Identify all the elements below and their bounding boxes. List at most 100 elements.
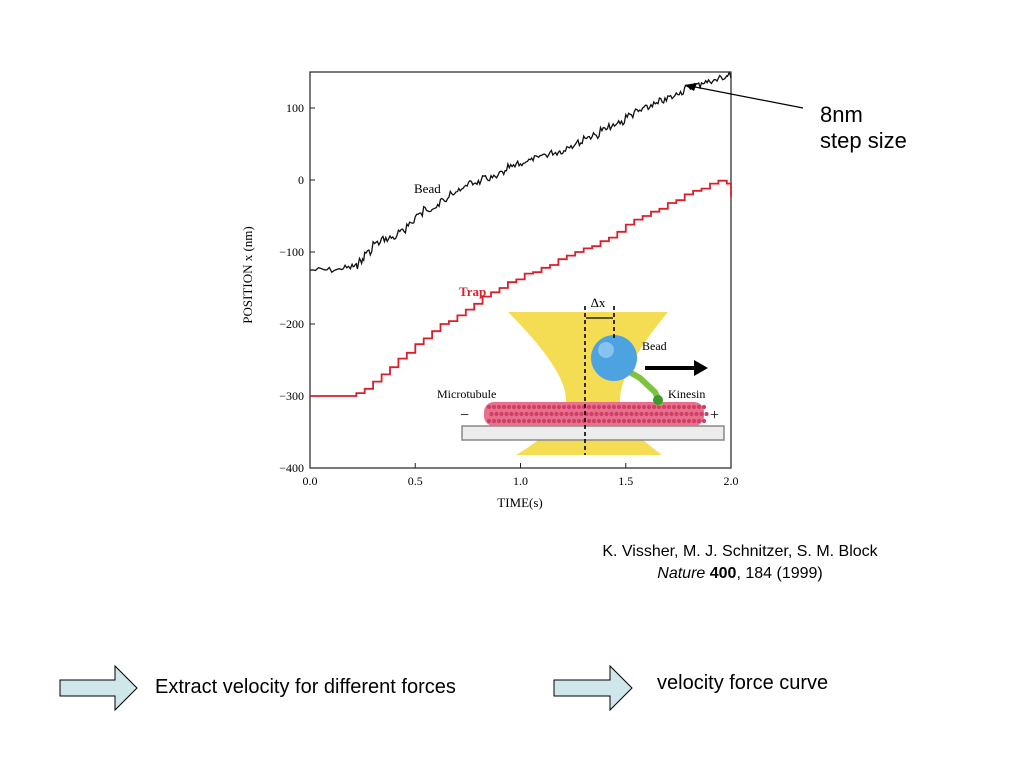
tubulin-subunit (519, 411, 524, 417)
tubulin-subunit (561, 404, 567, 410)
inset-bead-label: Bead (642, 339, 667, 353)
x-tick-label: 0.5 (408, 474, 423, 488)
axis-ticks: 0.0 0.5 1.0 1.5 2.0 100 0 −100 −200 −300 −400 (279, 101, 738, 488)
step-size-pointer-head (684, 83, 697, 91)
tubulin-subunit (501, 404, 507, 410)
tubulin-subunit (521, 418, 527, 424)
tubulin-subunit (631, 404, 637, 410)
tubulin-subunit (529, 411, 534, 417)
motion-arrowhead (694, 360, 708, 376)
tubulin-subunit (671, 418, 677, 424)
tubulin-subunit (521, 404, 527, 410)
tubulin-subunit (586, 404, 592, 410)
citation: K. Vissher, M. J. Schnitzer, S. M. Block… (540, 541, 940, 585)
tubulin-subunit (526, 418, 532, 424)
x-axis-label: TIME(s) (497, 495, 543, 510)
plus-end-label: + (710, 407, 719, 424)
tubulin-subunit (576, 418, 582, 424)
tubulin-subunit (674, 411, 679, 417)
tubulin-subunit (669, 411, 674, 417)
tubulin-subunit (489, 411, 494, 417)
tubulin-subunit (499, 411, 504, 417)
tubulin-subunit (524, 411, 529, 417)
tubulin-subunit (681, 404, 687, 410)
tubulin-subunit (511, 404, 517, 410)
tubulin-subunit (651, 404, 657, 410)
x-tick-label: 0.0 (303, 474, 318, 488)
step-size-value: 8nm (820, 102, 863, 127)
tubulin-subunit (591, 418, 597, 424)
tubulin-subunit (614, 411, 619, 417)
tubulin-subunit (526, 404, 532, 410)
bead-sphere (591, 335, 637, 381)
tubulin-subunit (564, 411, 569, 417)
x-tick-label: 2.0 (724, 474, 739, 488)
tubulin-subunit (566, 418, 572, 424)
tubulin-subunit (501, 418, 507, 424)
tubulin-subunit (694, 411, 699, 417)
tubulin-subunit (541, 418, 547, 424)
step-size-caption: step size (820, 128, 907, 153)
tubulin-subunit (509, 411, 514, 417)
tubulin-subunit (666, 404, 672, 410)
tubulin-subunit (574, 411, 579, 417)
tubulin-subunit (699, 411, 704, 417)
tubulin-subunit (591, 404, 597, 410)
x-tick-label: 1.0 (513, 474, 528, 488)
tubulin-subunit (681, 418, 687, 424)
tubulin-subunit (686, 418, 692, 424)
tubulin-subunit (611, 418, 617, 424)
tubulin-subunit (551, 418, 557, 424)
flow-step-curve: velocity force curve (657, 672, 829, 694)
bead-series-line (309, 72, 732, 274)
tubulin-subunit (629, 411, 634, 417)
tubulin-subunit (531, 404, 537, 410)
tubulin-subunit (626, 404, 632, 410)
series-layer (309, 72, 732, 397)
tubulin-subunit (636, 404, 642, 410)
tubulin-subunit (601, 404, 607, 410)
tubulin-subunit (656, 418, 662, 424)
tubulin-subunit (566, 404, 572, 410)
tubulin-subunit (621, 404, 627, 410)
tubulin-subunit (599, 411, 604, 417)
tubulin-subunit (651, 418, 657, 424)
tubulin-subunit (516, 418, 522, 424)
tubulin-subunit (641, 404, 647, 410)
tubulin-subunit (541, 404, 547, 410)
tubulin-subunit (536, 404, 542, 410)
tubulin-subunit (691, 404, 697, 410)
tubulin-subunit (626, 418, 632, 424)
tubulin-subunit (696, 404, 702, 410)
tubulin-subunit (571, 418, 577, 424)
y-tick-label: −100 (279, 245, 304, 259)
tubulin-subunit (596, 418, 602, 424)
tubulin-subunit (594, 411, 599, 417)
y-axis-label: POSITION x (nm) (240, 226, 255, 324)
y-tick-label: −300 (279, 389, 304, 403)
bead-series-label: Bead (414, 181, 441, 196)
tubulin-subunit (631, 418, 637, 424)
tubulin-subunit (589, 411, 594, 417)
y-tick-label: 100 (286, 101, 304, 115)
tubulin-subunit (666, 418, 672, 424)
trap-series-label: Trap (459, 284, 486, 299)
tubulin-subunit (644, 411, 649, 417)
kinesin-head (653, 395, 663, 405)
tubulin-subunit (621, 418, 627, 424)
tubulin-subunit (534, 411, 539, 417)
tubulin-subunit (539, 411, 544, 417)
tubulin-subunit (506, 418, 512, 424)
tubulin-subunit (571, 404, 577, 410)
delta-x-label: Δx (591, 295, 606, 310)
microtubule-label: Microtubule (437, 387, 496, 401)
minus-end-label: − (460, 407, 469, 424)
tubulin-subunit (554, 411, 559, 417)
citation-reference: Nature 400, 184 (1999) (540, 563, 940, 585)
tubulin-subunit (544, 411, 549, 417)
tubulin-subunit (634, 411, 639, 417)
step-size-annotation: 8nm step size (820, 102, 907, 154)
tubulin-subunit (704, 411, 709, 417)
tubulin-subunit (639, 411, 644, 417)
